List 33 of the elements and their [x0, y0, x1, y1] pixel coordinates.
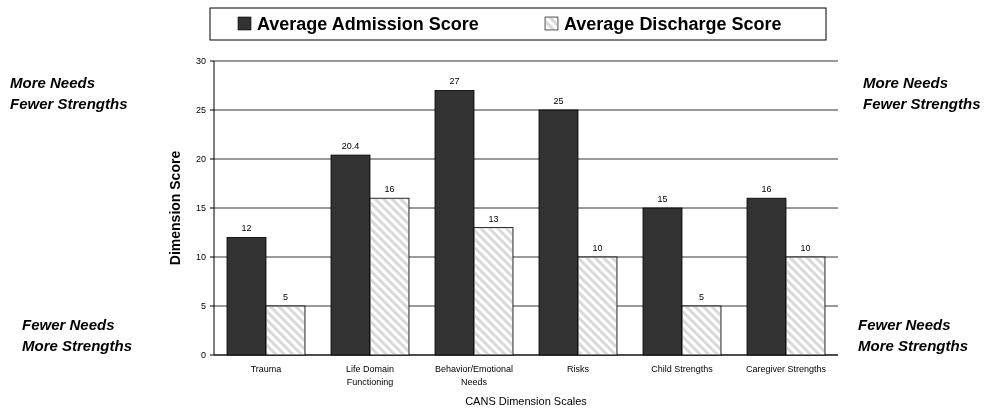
legend-label: Average Admission Score	[257, 14, 479, 34]
x-tick-label: Risks	[567, 364, 590, 374]
text: Fewer Needs More Strengths	[858, 316, 969, 354]
data-label: 10	[800, 243, 811, 253]
x-axis-title: CANS Dimension Scales	[465, 395, 588, 407]
y-tick-label: 30	[195, 56, 206, 67]
y-tick-label: 25	[195, 105, 206, 116]
text: Fewer Needs More Strengths	[22, 316, 133, 354]
x-tick-label: Behavior/Emotional Needs	[434, 364, 514, 387]
data-label: 12	[241, 223, 252, 234]
data-label: 13	[488, 213, 499, 224]
data-label: 20.4	[341, 141, 360, 152]
y-tick-label: 20	[195, 154, 206, 165]
text: More Needs Fewer Strengths	[863, 74, 981, 112]
y-tick-label: 10	[195, 252, 206, 263]
y-tick-label: 15	[195, 203, 206, 214]
x-tick-label: Caregiver Strengths	[745, 364, 827, 374]
data-label: 15	[657, 194, 668, 204]
data-label: 25	[553, 96, 564, 106]
y-tick-label: 5	[200, 301, 206, 312]
x-tick-label: Child Strengths	[651, 364, 714, 374]
y-axis-title: Dimension Score	[167, 150, 183, 266]
data-label: 16	[761, 184, 772, 195]
legend-label: Average Discharge Score	[564, 14, 782, 34]
data-label: 5	[698, 292, 705, 302]
data-label: 16	[384, 184, 395, 195]
data-label: 10	[592, 243, 603, 253]
x-tick-label: Trauma	[250, 364, 282, 374]
data-label: 27	[449, 76, 460, 87]
y-tick-label: 0	[200, 350, 206, 361]
text: More Needs Fewer Strengths	[10, 74, 128, 112]
data-label: 5	[282, 292, 289, 302]
x-tick-label: Life Domain Functioning	[345, 364, 395, 387]
